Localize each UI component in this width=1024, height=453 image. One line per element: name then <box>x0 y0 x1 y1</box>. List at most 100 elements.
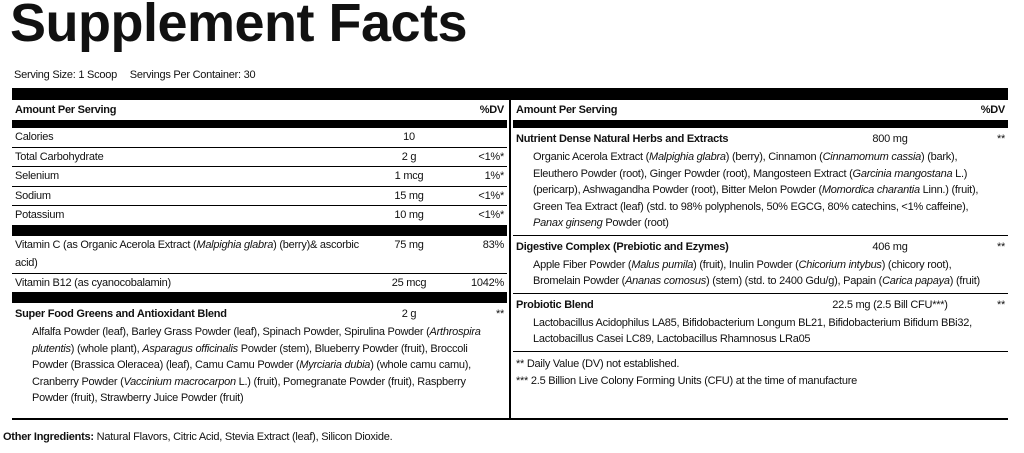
other-ingredients-label: Other Ingredients: <box>3 431 94 443</box>
text-segment: ) (fruit) <box>949 275 980 287</box>
text-segment: Alfalfa Powder (leaf), Barley Grass Powd… <box>32 326 430 338</box>
italic-segment: Ananas comosus <box>625 275 706 287</box>
text-segment: ) (fruit), Inulin Powder ( <box>693 258 799 271</box>
blend-ingredients: Alfalfa Powder (leaf), Barley Grass Powd… <box>12 322 507 410</box>
nutrient-amount: 75 mg <box>394 238 424 251</box>
text-segment: ) (chicory root), Bromelain Powder ( <box>533 258 952 288</box>
blend-ingredients: Organic Acerola Extract (Malpighia glabr… <box>513 147 1008 235</box>
text-segment: ) (berry)& ascorbic acid) <box>15 238 359 270</box>
header-amount: Amount Per Serving <box>516 104 618 116</box>
nutrient-name: Calories <box>15 131 54 143</box>
title: Supplement Facts <box>10 0 468 53</box>
blend-ingredients: Lactobacillus Acidophilus LA85, Bifidoba… <box>513 313 1008 351</box>
nutrient-row: Vitamin B12 (as cyanocobalamin) 25 mcg 104… <box>12 274 507 303</box>
nutrient-amount: 15 mg <box>394 189 424 202</box>
text-segment: ) (stem) (std. to 2400 Gdu/g), Papain ( <box>705 275 883 287</box>
italic-segment: Malpighia glabra <box>649 151 726 163</box>
blend-header: Probiotic Blend 22.5 mg (2.5 Bill CFU***)… <box>513 294 1008 313</box>
text-segment: ) (whole camu camu), Cranberry Powder ( <box>32 359 471 388</box>
blend-amount: 2 g <box>401 308 417 320</box>
other-ingredients-text: Natural Flavors, Citric Acid, Stevia Ext… <box>96 431 393 443</box>
nutrient-row: Potassium 10 mg <1%* <box>12 206 507 236</box>
nutrient-amount: 2 g <box>401 150 417 163</box>
italic-segment: Panax ginseng <box>533 217 603 229</box>
header-dv: %DV <box>980 104 1006 116</box>
text-segment: Linn.) (fruit), Green Tea Extract (leaf)… <box>533 184 979 213</box>
serving-info: Serving Size: 1 Scoop Servings Per Conta… <box>14 69 256 81</box>
italic-segment: Arthrospira plutentis <box>32 326 481 355</box>
italic-segment: Cinnamomum cassia <box>822 151 922 163</box>
italic-segment: Malpighia glabra <box>196 238 274 251</box>
nutrient-row: Selenium 1 mcg 1%* <box>12 167 507 187</box>
nutrient-amount: 1 mcg <box>394 170 424 182</box>
right-column: Amount Per Serving %DV Nutrient Dense Natu… <box>511 100 1008 418</box>
text-segment: L.) (pericarp), Ashwagandha Powder (root… <box>533 167 968 197</box>
nutrient-dv: 83% <box>482 238 505 251</box>
text-segment: Apple Fiber Powder ( <box>533 258 632 271</box>
blend-amount: 22.5 mg (2.5 Bill CFU***) <box>832 298 948 311</box>
blend-name: Nutrient Dense Natural Herbs and Extract… <box>516 133 729 145</box>
blend-dv: ** <box>996 298 1005 311</box>
nutrient-name: Total Carbohydrate <box>15 150 104 163</box>
italic-segment: Asparagus officinalis <box>142 342 238 355</box>
nutrient-name: Vitamin C (as Organic Acerola Extract (M… <box>15 236 364 273</box>
nutrient-name: Selenium <box>15 170 59 182</box>
text-segment: ) (berry), Cinnamon ( <box>725 151 823 163</box>
blend-header: Nutrient Dense Natural Herbs and Extract… <box>513 128 1008 147</box>
footnote: ** Daily Value (DV) not established. <box>516 357 680 370</box>
text-segment: ) (whole plant), <box>70 342 143 355</box>
nutrient-row: Sodium 15 mg <1%* <box>12 187 507 206</box>
italic-segment: Vaccinium macrocarpon <box>123 375 236 388</box>
nutrient-row: Vitamin C (as Organic Acerola Extract (M… <box>12 236 507 274</box>
blend-name: Super Food Greens and Antioxidant Blend <box>15 308 227 320</box>
serving-size: Serving Size: 1 Scoop <box>14 69 117 81</box>
text-segment: Lactobacillus Acidophilus LA85, Bifidoba… <box>533 316 972 346</box>
blend-amount: 800 mg <box>872 133 908 145</box>
footnotes: ** Daily Value (DV) not established. *** … <box>513 352 1008 395</box>
text-segment: L.) (fruit), Pomegranate Powder (fruit),… <box>32 375 466 405</box>
text-segment: ) (bark), Eleuthero Powder (root), Ginge… <box>533 151 958 180</box>
text-segment: Vitamin C (as Organic Acerola Extract ( <box>15 238 197 251</box>
blend-header: Digestive Complex (Prebiotic and Ezymes)… <box>513 236 1008 255</box>
italic-segment: Garcinia mangostana <box>852 167 953 180</box>
blend-dv: ** <box>996 240 1005 253</box>
text-segment: Powder (stem), Blueberry Powder (fruit),… <box>32 342 468 372</box>
nutrient-name: Sodium <box>15 189 51 202</box>
blend-ingredients: Apple Fiber Powder (Malus pumila) (fruit… <box>513 255 1008 293</box>
nutrient-dv: <1%* <box>478 209 504 221</box>
nutrient-dv <box>454 128 504 147</box>
blend-header: Super Food Greens and Antioxidant Blend 2… <box>12 303 507 322</box>
blend-dv: ** <box>996 133 1005 145</box>
header-dv: %DV <box>479 104 505 116</box>
servings-per-container: Servings Per Container: 30 <box>129 69 256 81</box>
italic-segment: Myrciaria dubia <box>299 359 371 371</box>
nutrient-amount: 10 mg <box>394 209 424 221</box>
text-segment: Powder (root) <box>602 217 669 229</box>
blend-name: Probiotic Blend <box>516 298 594 311</box>
nutrient-amount: 25 mcg <box>391 276 427 289</box>
blend: Digestive Complex (Prebiotic and Ezymes)… <box>513 236 1008 294</box>
nutrient-amount: 10 <box>403 131 415 143</box>
nutrient-dv: <1%* <box>478 189 504 202</box>
blend-name: Digestive Complex (Prebiotic and Ezymes) <box>516 240 729 253</box>
other-ingredients: Other Ingredients: Natural Flavors, Citr… <box>3 431 393 443</box>
facts-panel: Amount Per Serving %DV Calories 10 Total Car… <box>12 88 1008 420</box>
blend: Nutrient Dense Natural Herbs and Extract… <box>513 128 1008 236</box>
nutrient-dv: 1042% <box>470 276 504 289</box>
footnote: *** 2.5 Billion Live Colony Forming Unit… <box>516 375 857 387</box>
text-segment: Organic Acerola Extract ( <box>533 151 650 163</box>
nutrient-dv: <1%* <box>478 150 504 163</box>
nutrient-row: Total Carbohydrate 2 g <1%* <box>12 148 507 167</box>
column-header: Amount Per Serving %DV <box>513 100 1008 128</box>
blend-dv: ** <box>495 308 504 320</box>
nutrient-name: Potassium <box>15 209 65 221</box>
italic-segment: Chicorium intybus <box>798 258 882 271</box>
column-header: Amount Per Serving %DV <box>12 100 507 128</box>
header-amount: Amount Per Serving <box>15 104 117 116</box>
nutrient-name: Vitamin B12 (as cyanocobalamin) <box>15 276 171 289</box>
nutrient-dv: 1%* <box>484 170 505 182</box>
italic-segment: Momordica charantia <box>821 184 920 196</box>
nutrient-row: Calories 10 <box>12 128 507 148</box>
left-column: Amount Per Serving %DV Calories 10 Total Car… <box>12 100 511 418</box>
